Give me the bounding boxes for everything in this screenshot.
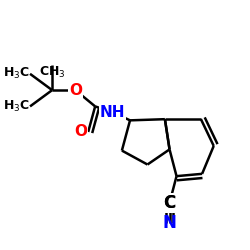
Text: CH$_3$: CH$_3$ [39, 64, 66, 80]
Text: H$_3$C: H$_3$C [3, 99, 30, 114]
Text: O: O [69, 82, 82, 98]
Text: NH: NH [100, 105, 125, 120]
Text: O: O [75, 124, 88, 140]
Text: C: C [164, 194, 176, 212]
Text: H$_3$C: H$_3$C [3, 66, 30, 82]
Text: C: C [164, 194, 176, 212]
Text: N: N [162, 214, 176, 232]
